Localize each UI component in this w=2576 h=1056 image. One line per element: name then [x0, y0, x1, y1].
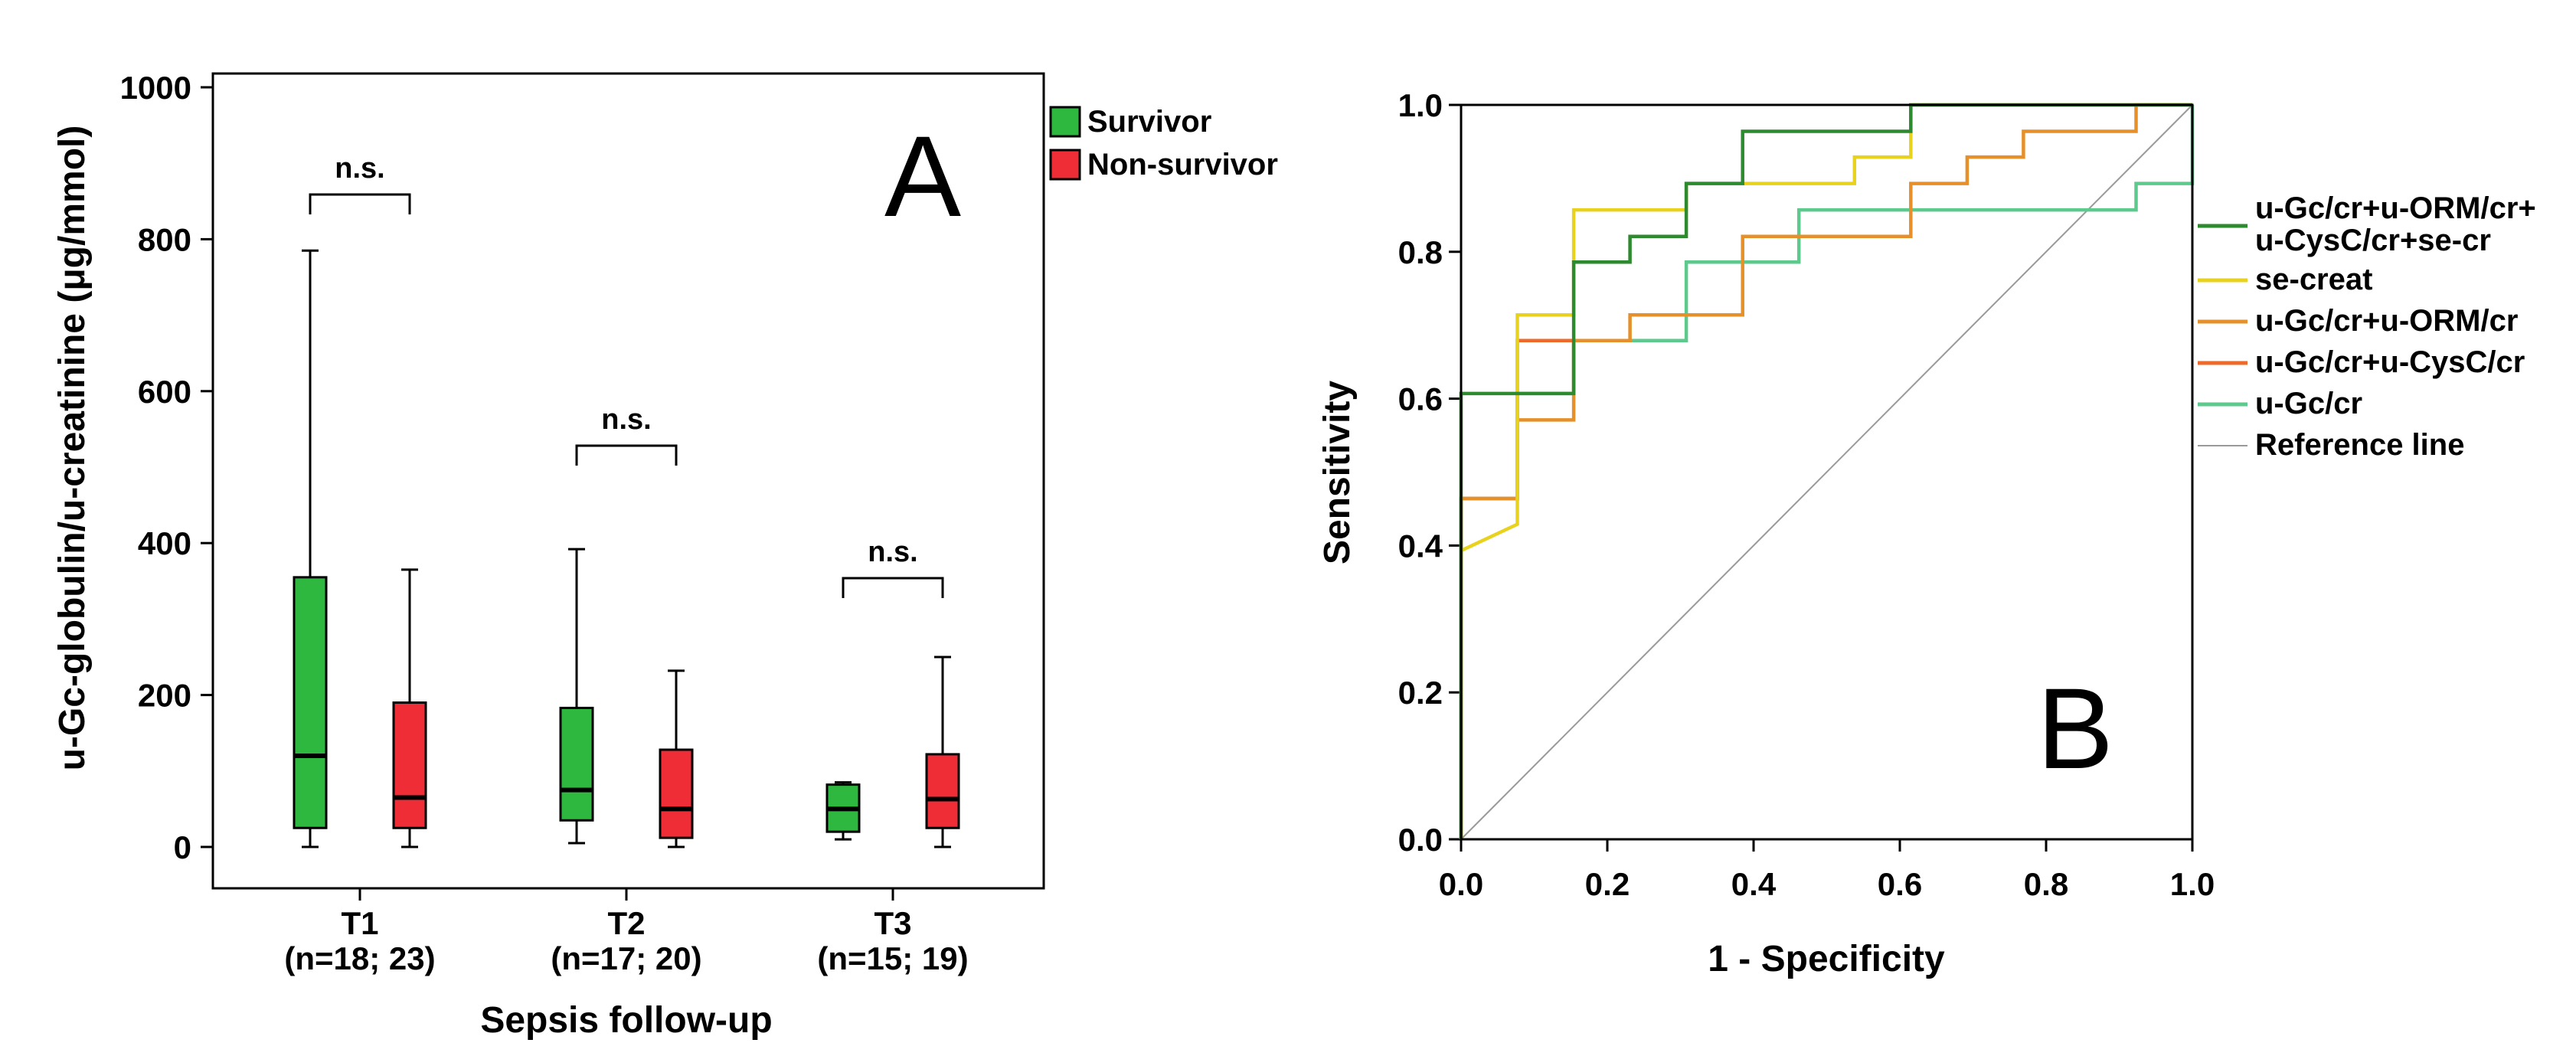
x-tick-label: 1.0	[2170, 866, 2215, 902]
y-tick-label: 800	[138, 221, 191, 257]
legend-label: u-Gc/cr	[2255, 387, 2362, 420]
x-tick-label: 0.2	[1585, 866, 1630, 902]
panel-a-x-axis: T1(n=18; 23) T2(n=17; 20) T3(n=15; 19)	[284, 888, 969, 976]
panel-b-y-axis: 0.0 0.2 0.4 0.6 0.8 1.0	[1398, 87, 1461, 858]
roc-curve-2	[1459, 103, 2192, 839]
y-tick-label: 400	[138, 525, 191, 561]
y-tick-label: 200	[138, 678, 191, 714]
x-tick-sublabel: (n=18; 23)	[284, 940, 435, 976]
legend-swatch	[1049, 106, 1081, 138]
x-tick-label: T3	[874, 905, 911, 941]
significance-label: n.s.	[868, 536, 917, 568]
box-iqr	[659, 748, 694, 839]
significance-bracket	[575, 444, 678, 466]
box-survivor	[559, 548, 594, 845]
panel-b-x-axis-title: 1 - Specificity	[1708, 939, 1945, 979]
legend-label: u-Gc/cr+u-CysC/cr	[2255, 345, 2525, 379]
legend-label-line: u-CysC/cr+se-cr	[2255, 224, 2491, 257]
roc-curve-0	[1459, 103, 2192, 839]
y-tick-label: 1000	[120, 70, 191, 106]
legend-label: se-creat	[2255, 263, 2372, 296]
significance-bracket	[842, 577, 944, 598]
legend-label: Reference line	[2255, 428, 2464, 462]
panel-a-letter: A	[884, 112, 961, 240]
panel-a-boxplot: 0 200 400 600 800 1000 T1(n=18; 23) T2(n=17; 2…	[52, 70, 1278, 1041]
panel-a-x-axis-title: Sepsis follow-up	[480, 1000, 772, 1041]
panel-b-curves	[1459, 103, 2195, 840]
y-tick-label: 0.4	[1398, 528, 1443, 564]
x-tick-label: 0.8	[2024, 866, 2068, 902]
y-tick-label: 0.0	[1398, 822, 1443, 858]
x-tick-label: 0.4	[1731, 866, 1777, 902]
panel-a-frame	[211, 72, 1045, 890]
box-iqr	[925, 753, 960, 829]
box-iqr	[392, 701, 427, 829]
panel-b-roc: 0.0 0.2 0.4 0.6 0.8 1.0 0.0 0.2 0.4 0.6 0.8 1.0 Se…	[1317, 87, 2536, 979]
panel-a-y-axis: 0 200 400 600 800 1000	[120, 70, 213, 865]
roc-curve-3	[1459, 338, 1630, 839]
x-tick-label: T2	[607, 905, 645, 941]
x-tick-sublabel: (n=15; 19)	[817, 940, 968, 976]
legend-label: Survivor	[1087, 105, 1211, 139]
y-tick-label: 1.0	[1398, 87, 1443, 123]
panel-a-y-axis-title: u-Gc-globulin/u-creatinine (μg/mmol)	[52, 126, 93, 771]
y-tick-label: 0.8	[1398, 234, 1443, 270]
x-tick-label: 0.6	[1878, 866, 1922, 902]
panel-b-x-axis: 0.0 0.2 0.4 0.6 0.8 1.0	[1439, 839, 2215, 902]
x-tick-sublabel: (n=17; 20)	[551, 940, 701, 976]
box-survivor	[293, 249, 328, 848]
x-tick-label: T1	[341, 905, 378, 941]
box-non-survivor	[392, 568, 427, 848]
legend-label: Non-survivor	[1087, 148, 1278, 181]
panel-a-boxes	[293, 249, 960, 848]
significance-bracket	[309, 193, 411, 214]
roc-curve-5	[1460, 104, 2193, 840]
panel-a-legend: Survivor Non-survivor	[1049, 105, 1278, 181]
legend-label: u-Gc/cr+u-ORM/cr	[2255, 304, 2518, 338]
panel-b-legend: u-Gc/cr+u-ORM/cr+ u-CysC/cr+se-cr se-creat…	[2198, 191, 2536, 462]
significance-label: n.s.	[335, 152, 384, 185]
legend-label: u-Gc/cr+u-ORM/cr+ u-CysC/cr+se-cr	[2255, 191, 2536, 257]
y-tick-label: 600	[138, 374, 191, 410]
x-tick-label: 0.0	[1439, 866, 1483, 902]
legend-label-line: u-Gc/cr+u-ORM/cr+	[2255, 191, 2536, 225]
y-tick-label: 0.2	[1398, 675, 1443, 711]
panel-b-letter: B	[2037, 664, 2113, 793]
panel-b-y-axis-title: Sensitivity	[1317, 381, 1358, 564]
box-survivor	[825, 781, 861, 841]
legend-swatch	[1049, 149, 1081, 181]
panel-b-frame	[1460, 103, 2194, 841]
box-non-survivor	[925, 656, 960, 848]
significance-label: n.s.	[601, 404, 651, 436]
y-tick-label: 0.6	[1398, 381, 1443, 417]
y-tick-label: 0	[174, 829, 191, 865]
panel-a-significance: n.s. n.s. n.s.	[309, 152, 944, 598]
box-non-survivor	[659, 669, 694, 848]
box-iqr	[293, 576, 328, 829]
box-iqr	[559, 706, 594, 822]
